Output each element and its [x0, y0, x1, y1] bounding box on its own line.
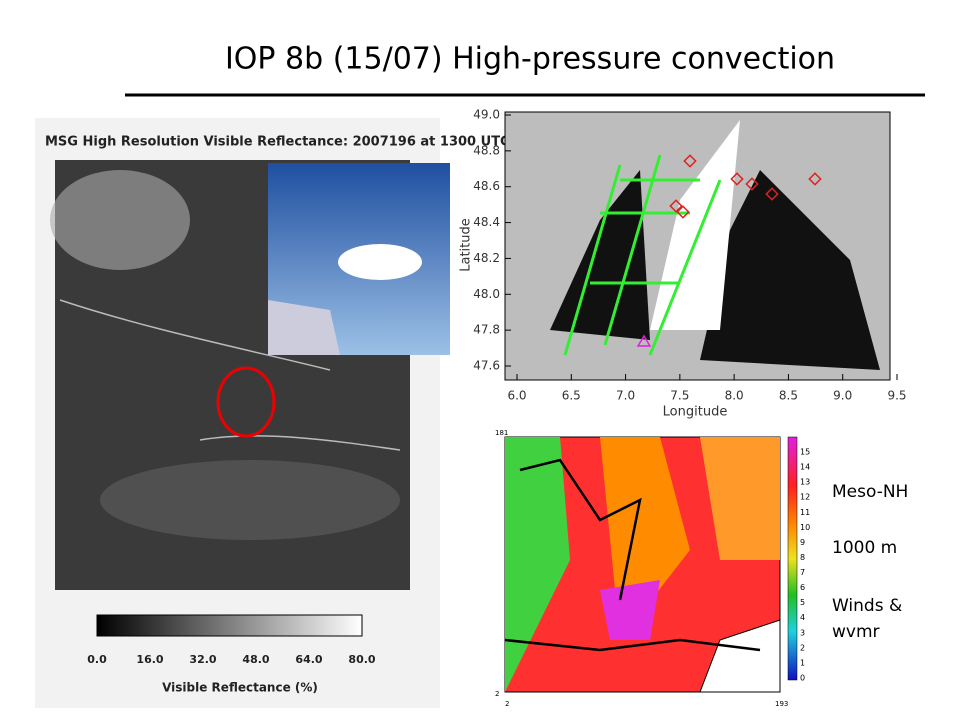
- x-tick-label: 6.0: [507, 389, 526, 403]
- colorbar-tick-label: 48.0: [242, 653, 269, 666]
- colorbar-tick-label: 32.0: [189, 653, 216, 666]
- y-tick-label: 48.2: [473, 251, 500, 265]
- colorbar-tick-label: 0: [800, 674, 805, 683]
- satellite-colorbar: [96, 614, 363, 637]
- colorbar-tick-label: 7: [800, 568, 805, 577]
- x-tick-label: 6.5: [562, 389, 581, 403]
- note: Winds & wvmr: [832, 596, 903, 642]
- colorbar-tick-label: 10: [800, 523, 810, 532]
- model-field: [505, 437, 570, 692]
- y-tick-label: 47.8: [473, 323, 500, 337]
- model-field: [600, 580, 660, 640]
- map-ylabel: Latitude: [459, 218, 474, 272]
- colorbar-tick-label: 2: [800, 643, 805, 652]
- x-tick-label: 7.0: [616, 389, 635, 403]
- stations: [669, 154, 822, 219]
- x-tick-label: 9.5: [887, 389, 906, 403]
- model-colorbar: [787, 436, 798, 681]
- map-xlabel: Longitude: [663, 405, 728, 420]
- colorbar-tick-label: 14: [800, 463, 810, 472]
- model-corner-label: 2: [505, 700, 509, 708]
- note: 1000 m: [832, 538, 898, 558]
- x-tick-label: 9.0: [833, 389, 852, 403]
- model-field: [700, 437, 780, 560]
- model-corner-label: 2: [495, 690, 499, 698]
- flight-tracks: [563, 154, 722, 356]
- station-triangle: [636, 334, 652, 347]
- terrain: [700, 170, 880, 370]
- colorbar-tick-label: 12: [800, 493, 810, 502]
- colorbar-tick-label: 13: [800, 478, 810, 487]
- x-tick-label: 7.5: [670, 389, 689, 403]
- y-tick-label: 48.4: [473, 215, 500, 229]
- colorbar-tick-label: 0.0: [87, 653, 107, 666]
- highlight-circle: [216, 366, 276, 438]
- photo-cloud: [338, 244, 422, 280]
- colorbar-tick-label: 3: [800, 628, 805, 637]
- satellite-title: MSG High Resolution Visible Reflectance:…: [45, 135, 510, 150]
- note: Meso-NH: [832, 482, 909, 502]
- rhine-valley: [650, 120, 740, 330]
- colorbar-tick-label: 1: [800, 658, 805, 667]
- colorbar-tick-label: 5: [800, 598, 805, 607]
- y-tick-label: 48.0: [473, 287, 500, 301]
- cloud: [100, 460, 400, 540]
- model-corner-label: 181: [495, 429, 508, 437]
- slide-title: IOP 8b (15/07) High-pressure convection: [225, 42, 835, 77]
- x-tick-label: 8.0: [725, 389, 744, 403]
- colorbar-tick-label: 16.0: [136, 653, 163, 666]
- colorbar-label: Visible Reflectance (%): [162, 681, 318, 695]
- colorbar-tick-label: 64.0: [295, 653, 322, 666]
- colorbar-tick-label: 8: [800, 553, 805, 562]
- colorbar-tick-label: 9: [800, 538, 805, 547]
- y-tick-label: 48.6: [473, 179, 500, 193]
- x-tick-label: 8.5: [779, 389, 798, 403]
- model-corner-label: 193: [775, 700, 788, 708]
- colorbar-tick-label: 15: [800, 448, 810, 457]
- colorbar-tick-label: 4: [800, 613, 805, 622]
- colorbar-tick-label: 80.0: [348, 653, 375, 666]
- photo-wing: [268, 300, 340, 355]
- model-borders: [504, 458, 761, 652]
- colorbar-tick-label: 6: [800, 583, 805, 592]
- y-tick-label: 47.6: [473, 359, 500, 373]
- colorbar-tick-label: 11: [800, 508, 810, 517]
- border-lines: [59, 299, 401, 451]
- model-mask: [699, 619, 781, 693]
- y-tick-label: 49.0: [473, 108, 500, 122]
- cloud: [50, 170, 190, 270]
- y-tick-label: 48.8: [473, 143, 500, 157]
